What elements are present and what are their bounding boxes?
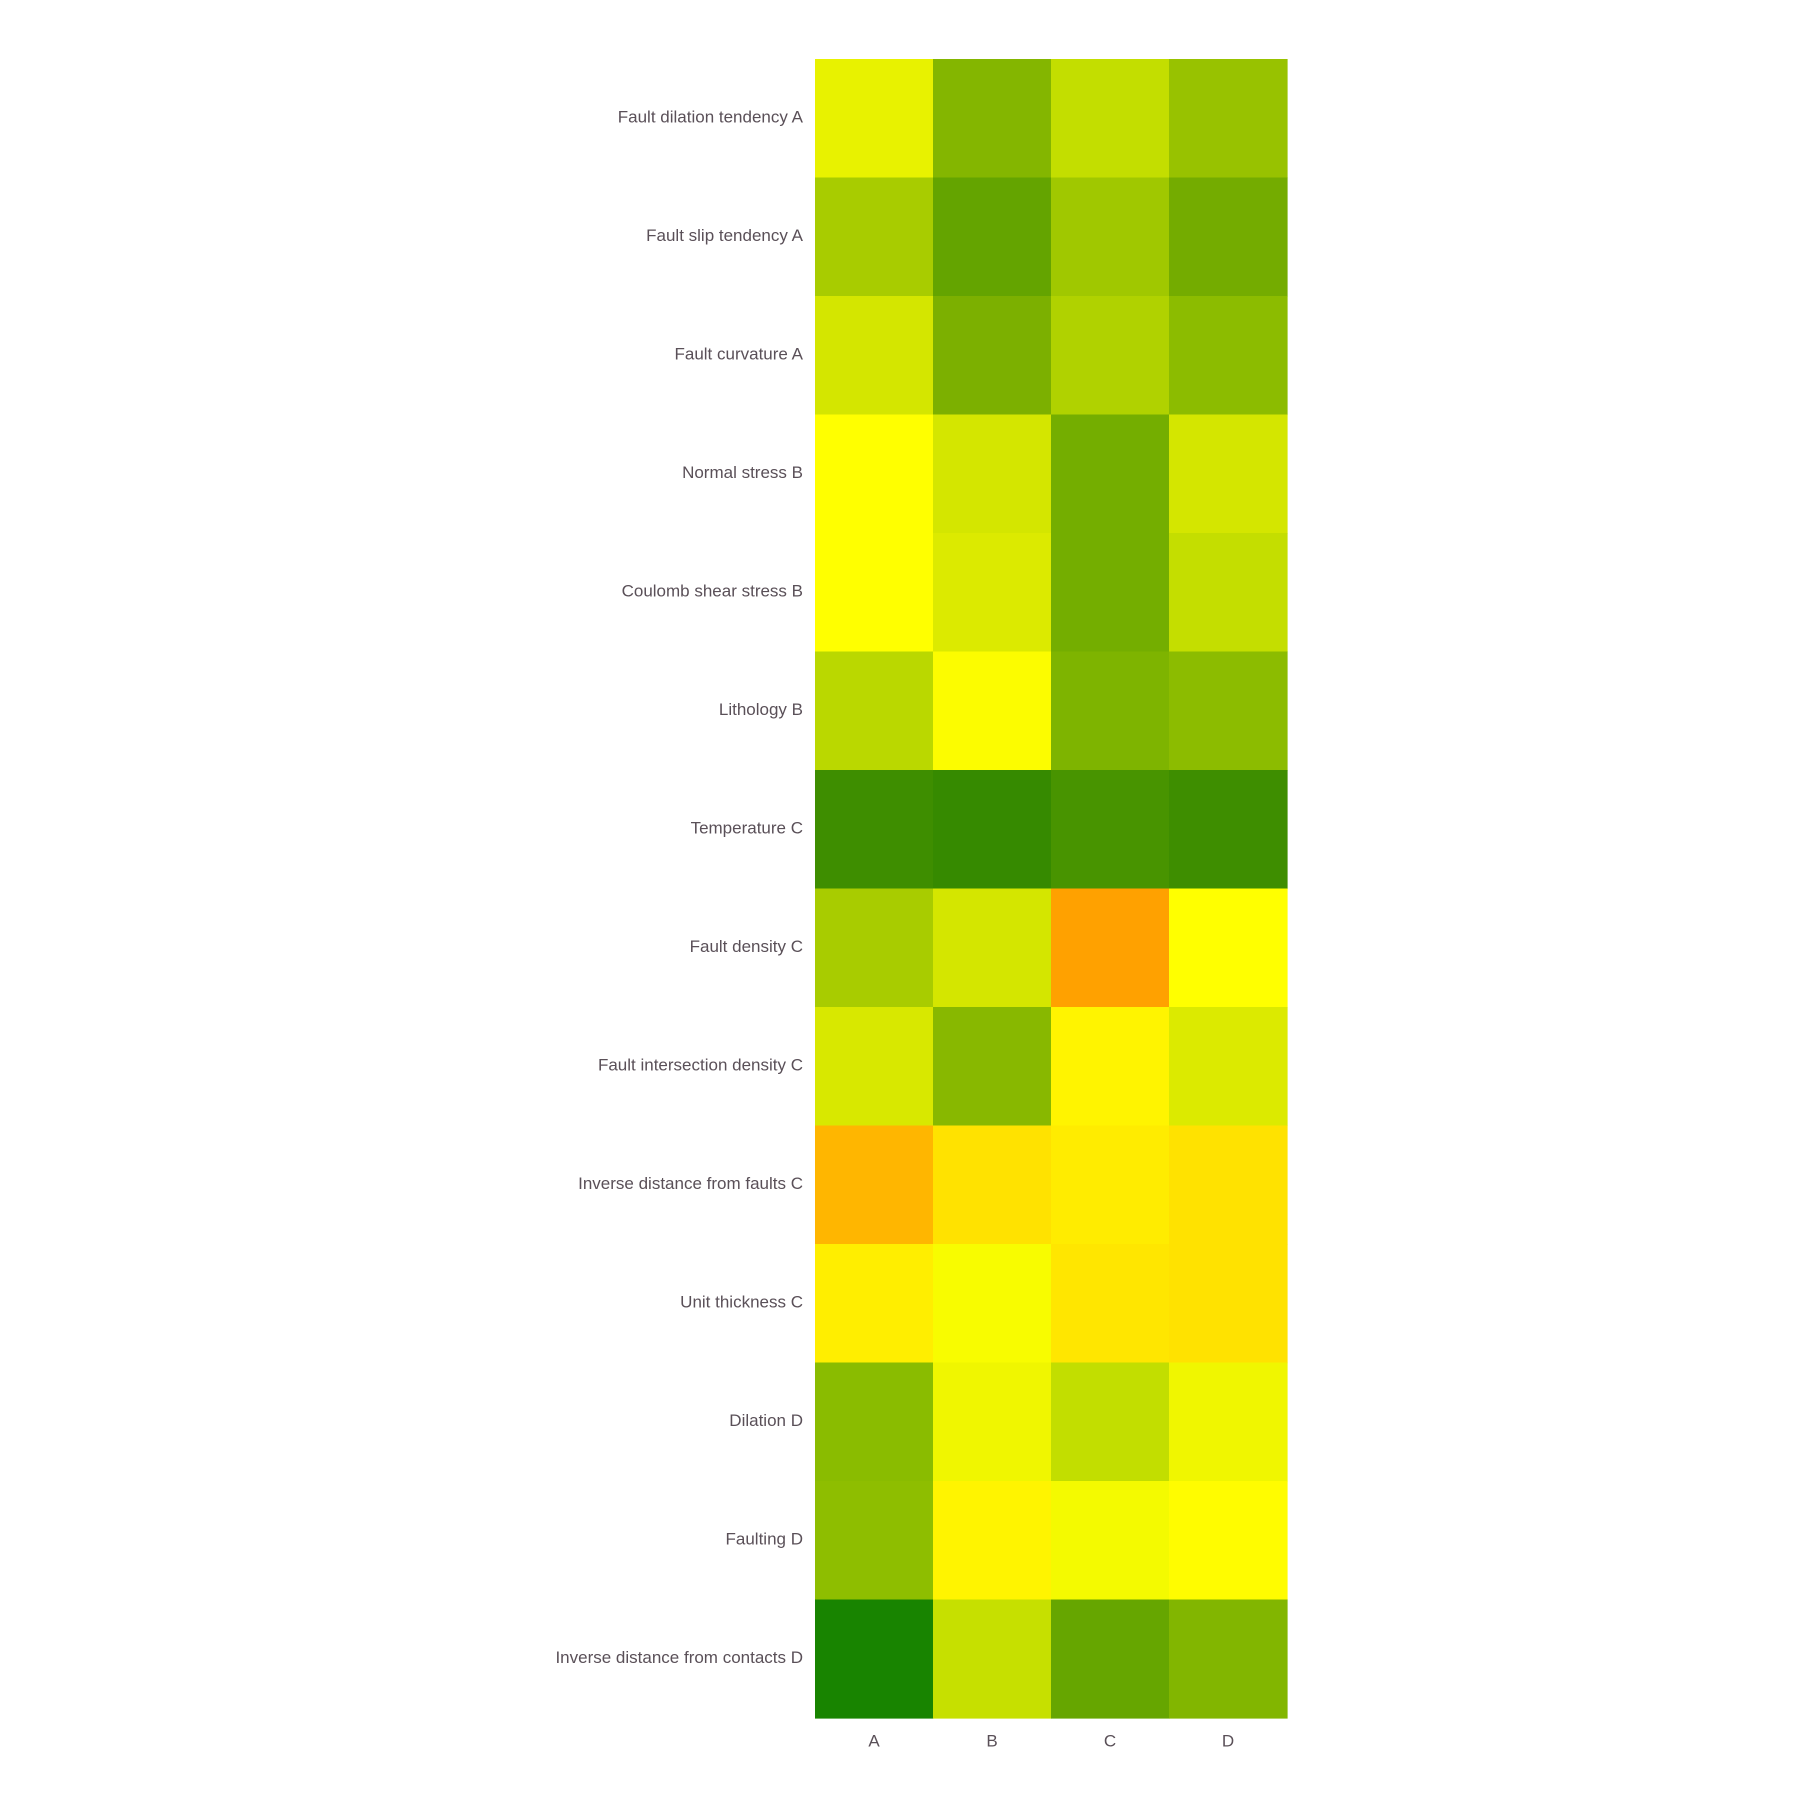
- heatmap-cell: [815, 888, 934, 1008]
- heatmap-cell: [1051, 888, 1170, 1008]
- heatmap-cell: [1169, 1481, 1288, 1601]
- heatmap-cell: [1169, 1362, 1288, 1482]
- heatmap-cell: [1051, 533, 1170, 653]
- heatmap-cell: [1051, 59, 1170, 179]
- heatmap-cell: [933, 296, 1052, 416]
- row-label: Inverse distance from faults C: [578, 1174, 803, 1193]
- heatmap-cell: [1051, 1244, 1170, 1364]
- heatmap-cell: [1051, 177, 1170, 297]
- heatmap-cell: [1169, 177, 1288, 297]
- heatmap-cell: [1051, 770, 1170, 890]
- heatmap-cell: [1051, 1125, 1170, 1245]
- heatmap-cell: [1051, 1599, 1170, 1719]
- heatmap-cell: [1169, 1007, 1288, 1127]
- heatmap-cell: [1051, 651, 1170, 771]
- heatmap-cell: [1051, 1007, 1170, 1127]
- heatmap-cell: [1169, 414, 1288, 534]
- column-labels: A B C D: [868, 1731, 1234, 1750]
- row-label: Inverse distance from contacts D: [555, 1648, 803, 1667]
- heatmap-cell: [933, 651, 1052, 771]
- heatmap-cell: [933, 888, 1052, 1008]
- heatmap-cell: [815, 59, 934, 179]
- row-label: Lithology B: [719, 700, 803, 719]
- heatmap-cell: [815, 1362, 934, 1482]
- heatmap-cell: [1169, 888, 1288, 1008]
- heatmap-cell: [1169, 1244, 1288, 1364]
- heatmap-cell: [815, 1599, 934, 1719]
- heatmap-cell: [1169, 1599, 1288, 1719]
- heatmap-cell: [933, 1481, 1052, 1601]
- heatmap-cell: [933, 1362, 1052, 1482]
- heatmap-cell: [1169, 533, 1288, 653]
- column-label: A: [868, 1731, 880, 1750]
- row-label: Fault intersection density C: [598, 1056, 803, 1075]
- heatmap-cell: [815, 1481, 934, 1601]
- heatmap-cell: [1051, 1481, 1170, 1601]
- heatmap-cell: [933, 414, 1052, 534]
- row-label: Coulomb shear stress B: [622, 582, 803, 601]
- heatmap-cell: [933, 1125, 1052, 1245]
- heatmap-cell: [933, 1244, 1052, 1364]
- heatmap-cell: [1051, 296, 1170, 416]
- row-label: Dilation D: [729, 1411, 803, 1430]
- row-labels: Fault dilation tendency A Fault slip tend…: [555, 108, 803, 1668]
- row-label: Normal stress B: [682, 463, 803, 482]
- heatmap-cell: [815, 296, 934, 416]
- heatmap-cell: [1169, 770, 1288, 890]
- heatmap-cell: [1169, 1125, 1288, 1245]
- row-label: Faulting D: [726, 1530, 803, 1549]
- heatmap-cell: [933, 533, 1052, 653]
- heatmap-cell: [815, 177, 934, 297]
- heatmap-cell: [1051, 1362, 1170, 1482]
- column-label: B: [986, 1731, 997, 1750]
- heatmap-cell: [1169, 59, 1288, 179]
- heatmap-cell: [815, 1007, 934, 1127]
- heatmap-cell: [815, 1244, 934, 1364]
- heatmap-cell: [1051, 414, 1170, 534]
- row-label: Fault slip tendency A: [646, 226, 804, 245]
- heatmap-cell: [933, 1599, 1052, 1719]
- heatmap-cell: [815, 770, 934, 890]
- row-label: Fault curvature A: [674, 345, 803, 364]
- heatmap-cell: [1169, 651, 1288, 771]
- heatmap-cell: [815, 414, 934, 534]
- heatmap-cell: [933, 1007, 1052, 1127]
- heatmap-cells: [815, 59, 1288, 1719]
- row-label: Fault dilation tendency A: [618, 108, 804, 127]
- column-label: D: [1222, 1731, 1234, 1750]
- heatmap-cell: [815, 1125, 934, 1245]
- heatmap-cell: [933, 177, 1052, 297]
- heatmap-cell: [933, 770, 1052, 890]
- heatmap-cell: [815, 533, 934, 653]
- heatmap-cell: [815, 651, 934, 771]
- heatmap-cell: [933, 59, 1052, 179]
- column-label: C: [1104, 1731, 1116, 1750]
- heatmap-cell: [1169, 296, 1288, 416]
- row-label: Unit thickness C: [680, 1293, 803, 1312]
- row-label: Temperature C: [691, 819, 803, 838]
- row-label: Fault density C: [690, 937, 803, 956]
